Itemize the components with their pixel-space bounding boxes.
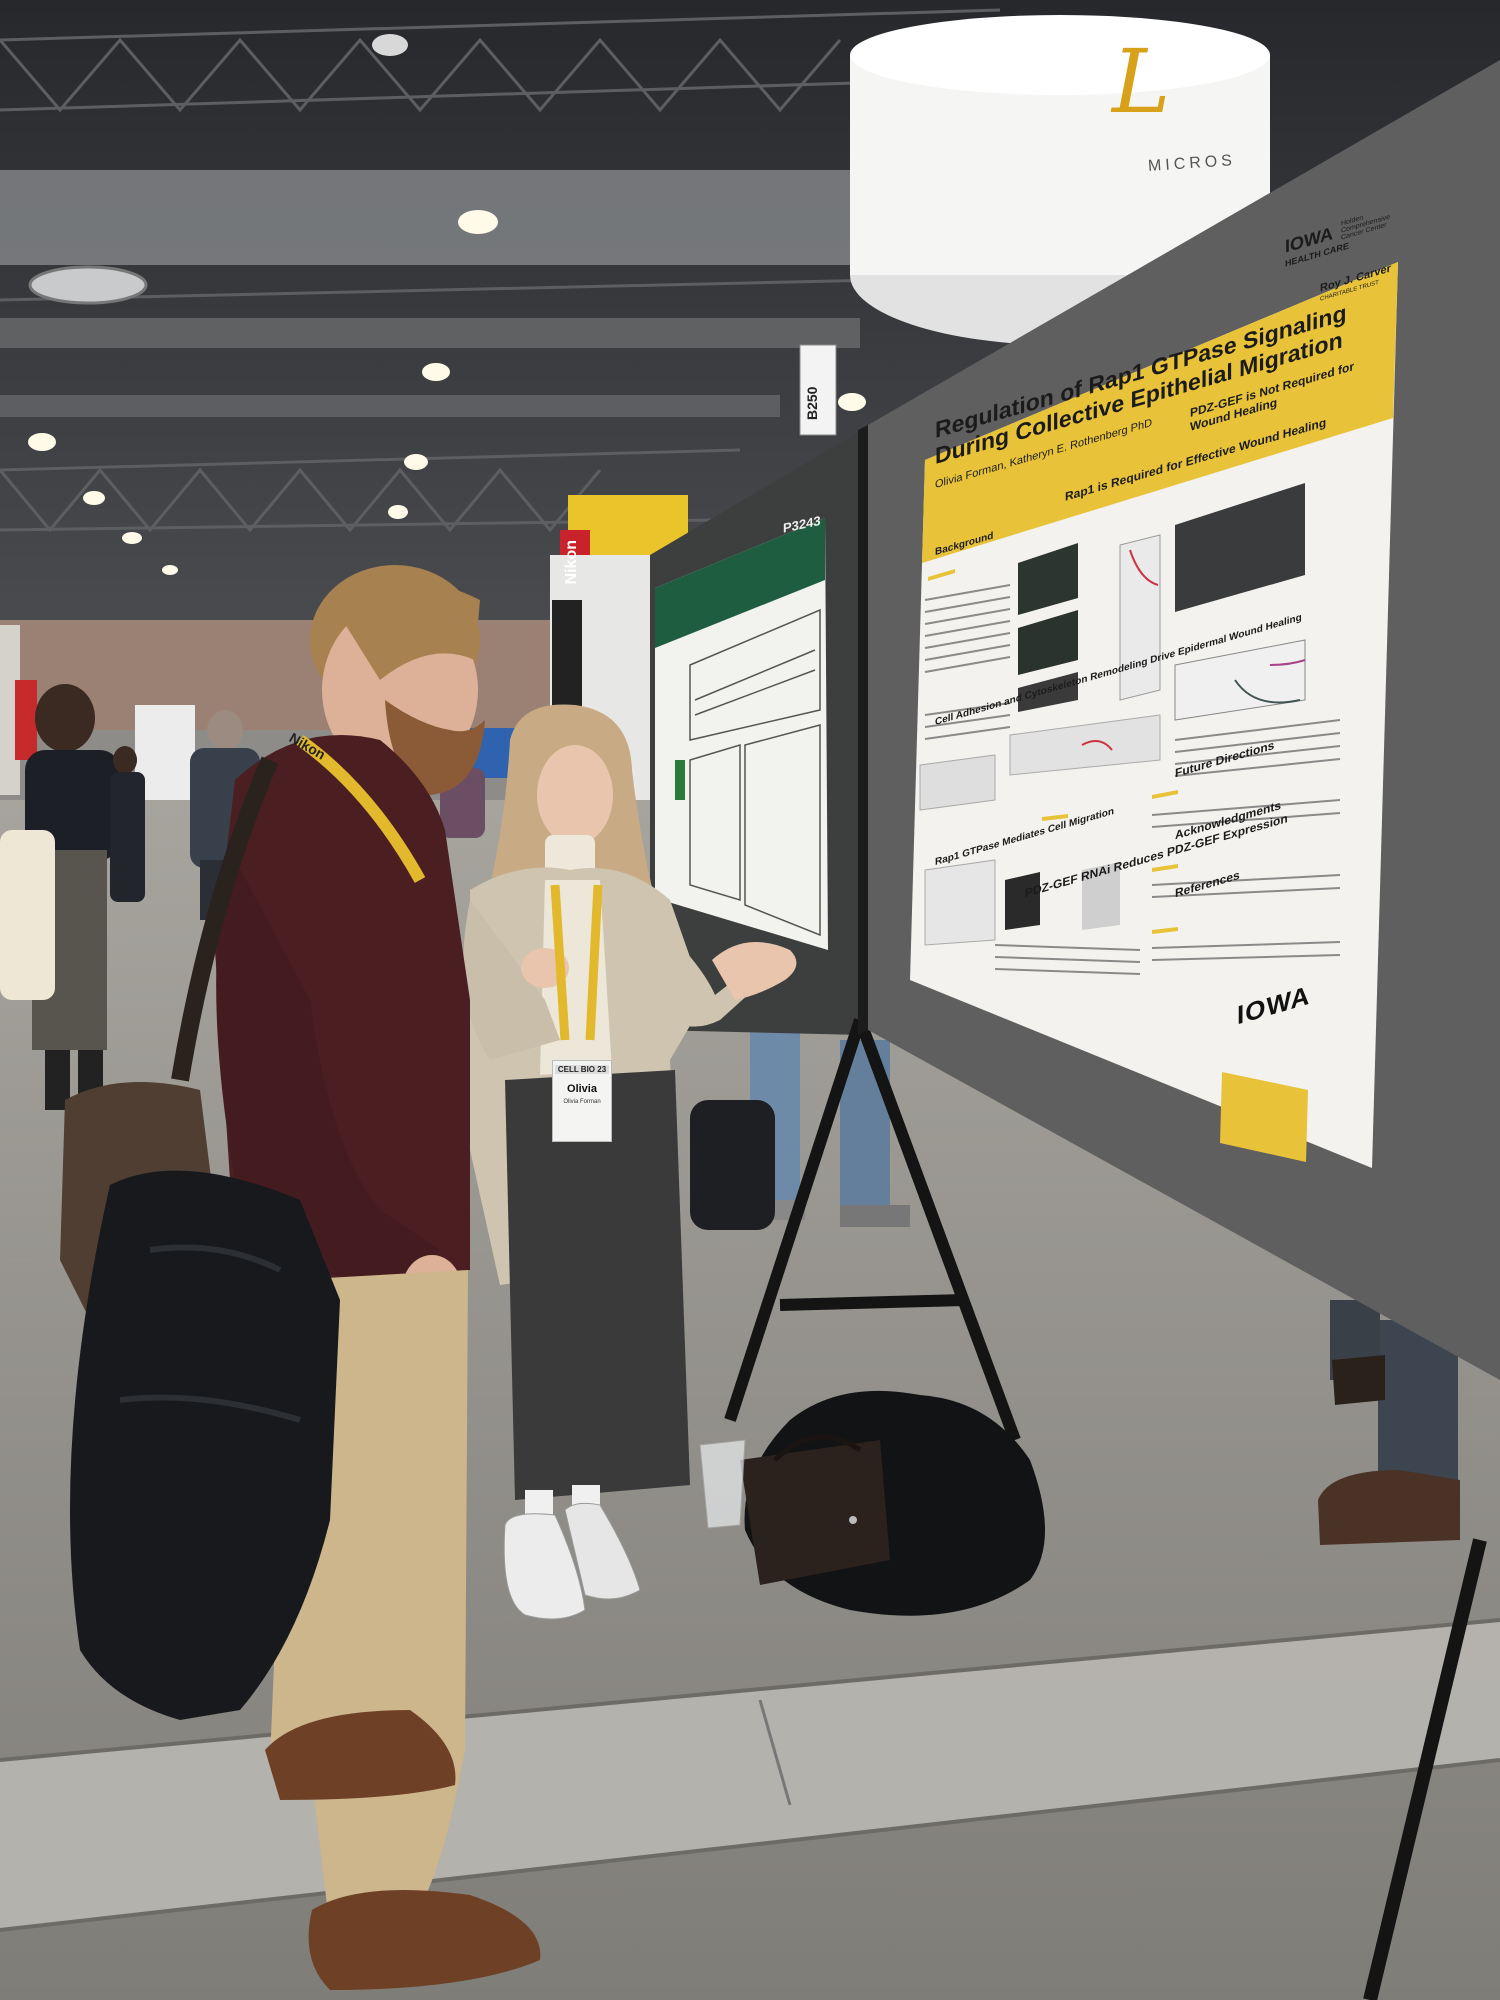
floor-seam	[0, 1618, 1500, 1762]
plastic-cup	[699, 1439, 746, 1529]
floor-seam	[0, 1758, 1500, 1932]
ceiling-duct	[0, 395, 780, 417]
second-board-stand	[724, 1017, 1021, 1443]
second-poster-header	[655, 518, 825, 648]
holden-center-label: Holden Comprehensive Cancer Center	[1341, 213, 1391, 242]
background-person-left	[0, 684, 120, 1110]
second-poster-title	[663, 513, 773, 536]
floor-jacket-and-bag	[740, 1390, 1045, 1616]
badge-event-label: CELL BIO 23	[555, 1065, 609, 1074]
name-badge: CELL BIO 23 Olivia Olivia Forman	[552, 1060, 612, 1142]
booth-screen	[552, 600, 582, 710]
section-references: References	[1175, 867, 1240, 901]
woman-presenter	[463, 704, 797, 1620]
main-poster-graph-lines	[1081, 549, 1306, 751]
badge-full-name: Olivia Forman	[563, 1099, 601, 1105]
ceiling-lights	[28, 34, 866, 575]
floor-seam	[758, 1699, 792, 1806]
main-poster-text-lines	[924, 584, 1341, 975]
brand-logo-letter: L	[1112, 30, 1171, 133]
background-person	[110, 746, 145, 902]
man-attendee	[60, 565, 541, 1990]
main-poster-iowa-logo-box	[1220, 1072, 1308, 1162]
brand-drum-top	[850, 15, 1270, 95]
section-future-directions: Future Directions	[1175, 737, 1275, 781]
second-poster-text: P3243	[655, 474, 825, 930]
main-poster-title-band	[922, 262, 1398, 563]
ceiling-vent	[28, 265, 148, 305]
second-poster-number: P3243	[783, 512, 821, 536]
ceiling-duct	[0, 170, 900, 265]
main-poster-accent-bars	[928, 450, 1195, 934]
second-poster-figures	[675, 608, 821, 937]
booth-sign-board	[799, 344, 837, 436]
section-adhesion: Cell Adhesion and Cytoskeleton Remodelin…	[935, 611, 1302, 729]
section-migration: Rap1 GTPase Mediates Cell Migration	[935, 805, 1114, 869]
main-poster-board-edge	[858, 425, 868, 1035]
ceiling-duct	[0, 318, 860, 348]
backpack-behind	[690, 1100, 775, 1230]
booth-panel-red	[15, 680, 37, 760]
main-poster-figures	[919, 483, 1306, 946]
booth-vertical-sign: Nikon	[563, 540, 580, 585]
ceiling-trusses	[0, 8, 1001, 533]
main-poster-text: Regulation of Rap1 GTPase Signaling Duri…	[925, 165, 1395, 1120]
section-background: Background	[935, 530, 994, 559]
back-wall	[0, 620, 580, 730]
booth-number-sign: B250	[804, 386, 820, 420]
badge-first-name: Olivia	[567, 1083, 597, 1095]
main-board-stand	[1363, 1538, 1487, 2000]
